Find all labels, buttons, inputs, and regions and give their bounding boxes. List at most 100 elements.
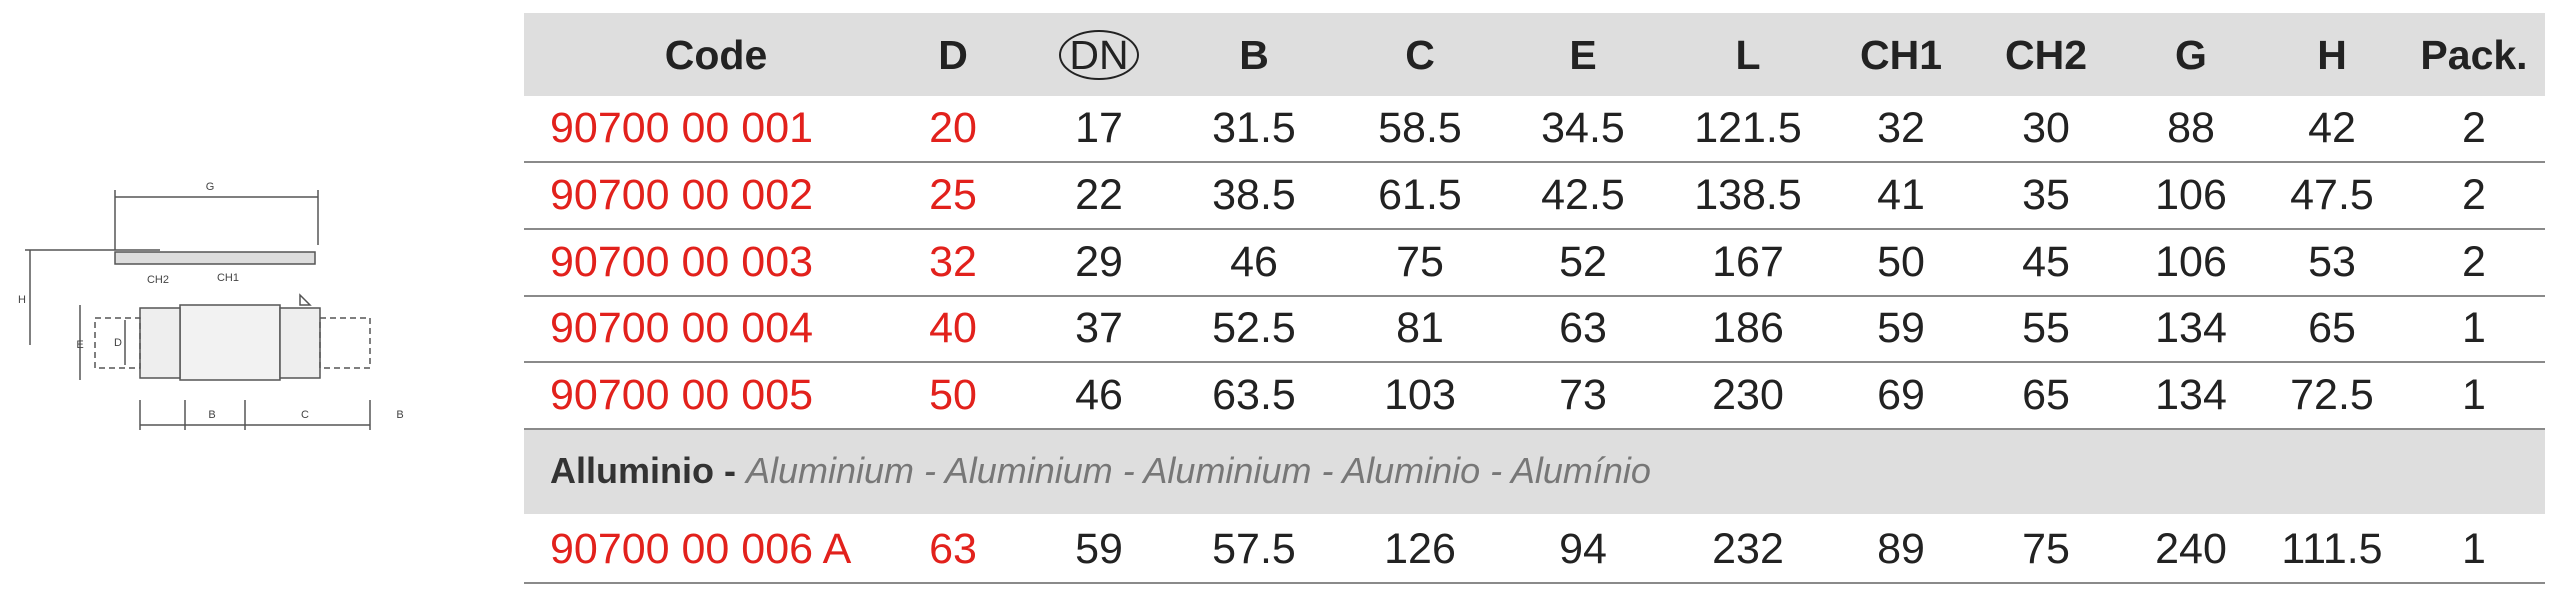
table-cell-text: 230 <box>1712 371 1784 419</box>
table-cell: 75 <box>1936 516 2156 582</box>
table-cell: 94 <box>1473 516 1693 582</box>
header-cell: B <box>1144 22 1364 88</box>
table-cell: 1 <box>2364 362 2560 428</box>
table-cell: 35 <box>1936 162 2156 228</box>
table-cell-text: 90700 00 004 <box>550 304 814 352</box>
diagram-label: H <box>18 294 26 306</box>
section-background <box>524 428 2545 514</box>
table-cell: 30 <box>1936 95 2156 161</box>
diagram-label: G <box>206 181 215 193</box>
table-cell: 63 <box>843 516 1063 582</box>
table-cell-text: 31.5 <box>1212 104 1296 152</box>
table-cell: 65 <box>2222 295 2442 361</box>
table-cell: 32 <box>843 229 1063 295</box>
diagram-label: CH1 <box>217 272 239 284</box>
table-cell-text: 38.5 <box>1212 171 1296 219</box>
table-cell: 53 <box>2222 229 2442 295</box>
table-cell: 75 <box>1310 229 1530 295</box>
table-cell-text: 2 <box>2462 104 2486 152</box>
header-cell-text: DN <box>1059 30 1139 80</box>
valve-diagram: G H CH2 CH1 E D B C B <box>18 181 404 430</box>
table-cell-text: 89 <box>1877 525 1925 573</box>
header-cell-text: H <box>2317 32 2347 78</box>
table-cell-text: 63.5 <box>1212 371 1296 419</box>
table-cell-text: 40 <box>929 304 977 352</box>
table-cell: 59 <box>989 516 1209 582</box>
table-cell-text: 30 <box>2022 104 2070 152</box>
header-cell: H <box>2222 22 2442 88</box>
row-rule <box>524 361 2545 363</box>
table-cell-text: 88 <box>2167 104 2215 152</box>
table-cell: 90700 00 003 <box>550 229 813 295</box>
table-cell-text: 20 <box>929 104 977 152</box>
table-cell-text: 121.5 <box>1694 104 1802 152</box>
table-cell: 167 <box>1638 229 1858 295</box>
header-cell: D <box>843 22 1063 88</box>
table-cell-text: 46 <box>1230 238 1278 286</box>
table-cell: 138.5 <box>1638 162 1858 228</box>
table-cell: 1 <box>2364 516 2560 582</box>
header-cell-text: E <box>1569 32 1597 78</box>
table-cell: 58.5 <box>1310 95 1530 161</box>
table-cell-text: 52.5 <box>1212 304 1296 352</box>
header-cell: L <box>1638 22 1858 88</box>
table-cell: 72.5 <box>2222 362 2442 428</box>
table-cell-text: 103 <box>1384 371 1456 419</box>
table-cell: 25 <box>843 162 1063 228</box>
table-cell-text: 94 <box>1559 525 1607 573</box>
header-cell: Pack. <box>2364 22 2560 88</box>
header-cell-text: D <box>938 32 968 78</box>
header-cell: CH1 <box>1791 22 2011 88</box>
table-cell-text: 41 <box>1877 171 1925 219</box>
table-cell-text: 240 <box>2155 525 2227 573</box>
table-cell-text: 65 <box>2308 304 2356 352</box>
table-cell: 106 <box>2081 229 2301 295</box>
diagram-label: CH2 <box>147 274 169 286</box>
table-cell: 29 <box>989 229 1209 295</box>
table-cell: 103 <box>1310 362 1530 428</box>
section-italic: Aluminium - Aluminium - Aluminium - Alum… <box>746 450 1651 491</box>
header-background <box>524 13 2545 96</box>
diagram-label: E <box>76 339 83 351</box>
table-cell-text: 1 <box>2462 371 2486 419</box>
table-cell-text: 186 <box>1712 304 1784 352</box>
table-cell-text: 34.5 <box>1541 104 1625 152</box>
table-cell: 69 <box>1791 362 2011 428</box>
table-cell: 59 <box>1791 295 2011 361</box>
section-row: Alluminio - Aluminium - Aluminium - Alum… <box>550 428 1651 514</box>
header-cell: G <box>2081 22 2301 88</box>
table-cell-text: 90700 00 005 <box>550 371 814 419</box>
table-cell: 90700 00 006 A <box>550 516 851 582</box>
table-cell: 20 <box>843 95 1063 161</box>
table-cell-text: 134 <box>2155 304 2227 352</box>
table-cell-text: 42 <box>2308 104 2356 152</box>
table-cell: 52 <box>1473 229 1693 295</box>
table-cell-text: 72.5 <box>2290 371 2374 419</box>
table-cell-text: 81 <box>1396 304 1444 352</box>
table-cell: 46 <box>1144 229 1364 295</box>
row-rule <box>524 295 2545 297</box>
table-cell: 111.5 <box>2222 516 2442 582</box>
table-cell: 22 <box>989 162 1209 228</box>
table-cell-text: 2 <box>2462 171 2486 219</box>
table-cell-text: 63 <box>1559 304 1607 352</box>
table-cell: 63.5 <box>1144 362 1364 428</box>
table-cell: 32 <box>1791 95 2011 161</box>
table-cell: 2 <box>2364 162 2560 228</box>
table-cell: 65 <box>1936 362 2156 428</box>
table-cell: 63 <box>1473 295 1693 361</box>
header-cell: CH2 <box>1936 22 2156 88</box>
table-cell: 46 <box>989 362 1209 428</box>
header-cell: Code <box>606 22 826 88</box>
table-cell-text: 1 <box>2462 304 2486 352</box>
header-cell-text: G <box>2175 32 2207 78</box>
table-cell-text: 126 <box>1384 525 1456 573</box>
table-cell-text: 134 <box>2155 371 2227 419</box>
table-cell: 41 <box>1791 162 2011 228</box>
table-cell: 42 <box>2222 95 2442 161</box>
table-cell: 52.5 <box>1144 295 1364 361</box>
table-cell-text: 111.5 <box>2281 525 2383 573</box>
table-cell-text: 32 <box>929 238 977 286</box>
table-cell-text: 47.5 <box>2290 171 2374 219</box>
table-cell: 17 <box>989 95 1209 161</box>
